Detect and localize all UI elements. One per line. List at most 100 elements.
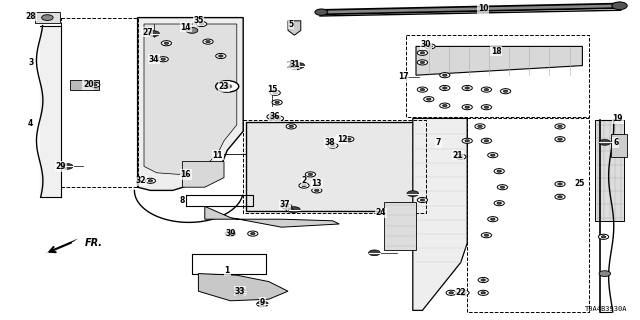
Text: 35: 35 — [193, 16, 204, 25]
Polygon shape — [144, 24, 237, 174]
Circle shape — [248, 231, 258, 236]
Circle shape — [500, 89, 511, 94]
Circle shape — [497, 202, 502, 204]
Text: 3: 3 — [28, 58, 33, 67]
Circle shape — [497, 170, 502, 172]
Circle shape — [267, 114, 277, 119]
Text: 24: 24 — [376, 208, 386, 217]
Circle shape — [299, 183, 309, 188]
Text: 4: 4 — [28, 119, 33, 128]
Circle shape — [203, 39, 213, 44]
Circle shape — [475, 124, 485, 129]
Circle shape — [301, 184, 307, 187]
Circle shape — [273, 116, 284, 121]
Circle shape — [481, 87, 492, 92]
Polygon shape — [246, 122, 422, 211]
Circle shape — [481, 279, 486, 281]
Text: 18: 18 — [491, 47, 501, 56]
Circle shape — [555, 137, 565, 142]
Bar — [70, 80, 99, 90]
Text: 22: 22 — [456, 288, 466, 297]
Circle shape — [424, 97, 434, 102]
Text: FR.: FR. — [85, 238, 103, 248]
Text: 15: 15 — [267, 85, 277, 94]
Text: 5: 5 — [289, 20, 294, 28]
Circle shape — [273, 92, 278, 94]
Text: 39: 39 — [225, 229, 236, 238]
Circle shape — [286, 207, 296, 212]
Circle shape — [557, 125, 563, 128]
Circle shape — [490, 154, 495, 156]
Text: 37: 37 — [280, 200, 290, 209]
Circle shape — [284, 205, 289, 208]
Circle shape — [461, 292, 467, 294]
Circle shape — [308, 173, 313, 176]
Circle shape — [344, 137, 354, 142]
Circle shape — [234, 288, 246, 294]
Text: 21: 21 — [452, 151, 463, 160]
Polygon shape — [416, 46, 582, 75]
Text: 29: 29 — [56, 162, 66, 171]
Circle shape — [92, 84, 97, 86]
Text: 34: 34 — [148, 55, 159, 64]
Text: 11: 11 — [212, 151, 223, 160]
Circle shape — [328, 143, 338, 148]
Text: 17: 17 — [398, 72, 408, 81]
Circle shape — [458, 156, 463, 158]
Circle shape — [459, 290, 469, 295]
Circle shape — [555, 124, 565, 129]
Text: 23: 23 — [219, 82, 229, 91]
Polygon shape — [384, 202, 416, 250]
Circle shape — [369, 250, 380, 256]
Circle shape — [293, 63, 305, 68]
Circle shape — [442, 104, 447, 107]
Text: 10: 10 — [478, 4, 488, 13]
Polygon shape — [198, 274, 288, 301]
Circle shape — [440, 73, 450, 78]
Text: 12: 12 — [337, 135, 348, 144]
Circle shape — [428, 45, 433, 48]
Circle shape — [420, 52, 425, 54]
Text: 27: 27 — [142, 28, 152, 36]
Polygon shape — [182, 162, 224, 187]
Text: T0A4B3930A: T0A4B3930A — [585, 306, 627, 312]
Circle shape — [488, 217, 498, 222]
Circle shape — [601, 236, 606, 238]
Circle shape — [269, 116, 275, 118]
Circle shape — [407, 191, 419, 196]
Circle shape — [164, 42, 169, 44]
Circle shape — [557, 138, 563, 140]
Text: 32: 32 — [136, 176, 146, 185]
Circle shape — [555, 181, 565, 187]
Circle shape — [494, 201, 504, 206]
Circle shape — [293, 66, 298, 68]
Circle shape — [161, 41, 172, 46]
Bar — [35, 12, 60, 23]
Text: 38: 38 — [324, 138, 335, 147]
Text: 28: 28 — [26, 12, 36, 20]
Circle shape — [420, 88, 425, 91]
Circle shape — [346, 138, 351, 140]
Circle shape — [599, 140, 611, 145]
Circle shape — [225, 231, 236, 236]
Text: 31: 31 — [289, 60, 300, 68]
Text: 6: 6 — [613, 138, 618, 147]
Circle shape — [481, 233, 492, 238]
Circle shape — [145, 178, 156, 183]
Text: 20: 20 — [83, 80, 93, 89]
Polygon shape — [595, 120, 624, 221]
Text: 7: 7 — [436, 138, 441, 147]
Circle shape — [148, 31, 159, 36]
Circle shape — [218, 55, 223, 57]
Text: 33: 33 — [235, 287, 245, 296]
Circle shape — [289, 208, 294, 211]
Circle shape — [305, 172, 316, 177]
Circle shape — [490, 218, 495, 220]
Text: 14: 14 — [180, 23, 191, 32]
Circle shape — [286, 124, 296, 129]
Circle shape — [555, 194, 565, 199]
Circle shape — [417, 50, 428, 55]
Text: 36: 36 — [270, 112, 280, 121]
Circle shape — [42, 15, 53, 20]
Circle shape — [426, 98, 431, 100]
